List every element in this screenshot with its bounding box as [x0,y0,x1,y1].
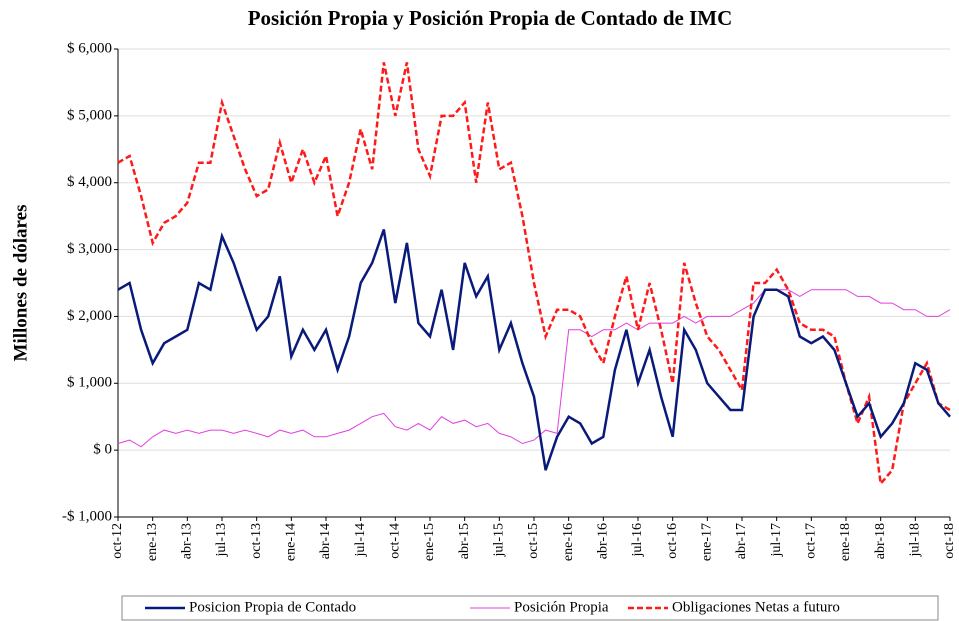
x-tick-label: oct-14 [388,523,403,559]
x-tick-label: oct-13 [249,523,264,559]
series-line [117,62,951,487]
legend-label: Posición Propia [514,599,609,615]
x-tick-label: jul-13 [214,523,229,557]
x-tick-label: jul-16 [630,523,645,557]
x-tick-label: abr-16 [596,523,611,559]
x-tick-label: oct-16 [665,523,680,559]
chart-title: Posición Propia y Posición Propia de Con… [248,6,733,30]
x-tick-label: ene-16 [561,523,576,561]
x-tick-label: abr-17 [734,523,749,559]
x-tick-label: oct-17 [804,523,819,559]
y-tick-label: $ 4,000 [67,174,112,190]
y-tick-label: $ 2,000 [67,308,112,324]
x-tick-label: oct-15 [526,523,541,559]
y-tick-label: $ 0 [93,442,112,458]
y-tick-label: $ 1,000 [67,375,112,391]
x-tick-label: ene-18 [838,523,853,561]
x-tick-label: jul-15 [492,523,507,557]
y-tick-label: $ 3,000 [67,241,112,257]
x-tick-label: ene-14 [284,523,299,561]
legend-label: Posicion Propia de Contado [189,599,356,615]
y-tick-label: $ 5,000 [67,107,112,123]
series-line [117,229,951,471]
x-tick-label: ene-17 [700,523,715,561]
x-tick-label: ene-15 [422,523,437,561]
x-tick-label: ene-13 [145,523,160,561]
x-tick-label: oct-18 [942,523,957,559]
x-tick-label: oct-12 [110,523,125,559]
x-tick-label: jul-14 [353,523,368,557]
x-tick-label: abr-14 [318,523,333,559]
x-tick-label: jul-18 [908,523,923,557]
legend-label: Obligaciones Netas a futuro [672,599,840,615]
x-tick-label: jul-17 [769,523,784,557]
x-tick-label: abr-15 [457,523,472,559]
series-line [117,289,951,448]
y-tick-label: $ 6,000 [67,40,112,56]
legend [121,595,939,621]
y-tick-label: -$ 1,000 [62,508,112,524]
y-axis-label: Millones de dólares [10,205,31,362]
x-tick-label: abr-13 [180,523,195,559]
x-tick-label: abr-18 [873,523,888,559]
